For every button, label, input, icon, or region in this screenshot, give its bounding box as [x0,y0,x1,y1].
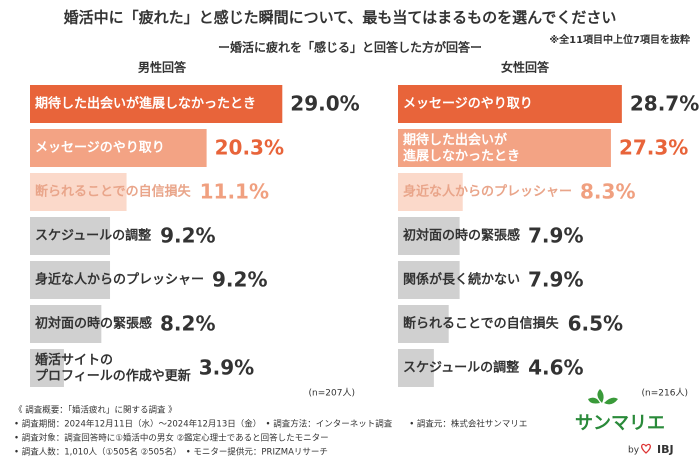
value-label: 27.3% [619,136,688,160]
logo-by: by [628,446,640,456]
bar [398,85,622,123]
bar [30,173,127,211]
bar [398,305,449,343]
logo-name: サンマリエ [575,413,665,434]
footer-line: • 調査期間：2024年12月11日（水）〜2024年12月13日（金） • 調… [14,419,527,430]
category-label: 初対面の時の緊張感 [35,316,152,332]
category-label: メッセージのやり取り [403,97,533,112]
category-label: 断られることでの自信損失 [35,184,192,200]
bar [30,349,64,387]
logo-heart [641,443,651,454]
value-label: 11.1% [200,180,269,204]
value-label: 7.9% [528,224,583,248]
bar [30,85,283,123]
footer-line: • 調査人数：1,010人（①505名 ②505名） • モニター提供元：PRI… [14,447,328,458]
value-label: 9.2% [160,224,215,248]
footer: 《 調査概要：「婚活疲れ」に関する調査 》 • 調査期間：2024年12月11日… [14,405,527,458]
bar [30,129,207,167]
sample-note: (n=216人) [642,388,688,399]
bar [398,217,460,255]
footer-line: • 調査対象：調査回答時に①婚活中の男女 ②鑑定心理士であると回答したモニター [14,433,329,444]
logo-brand: IBJ [657,443,674,456]
category-label: メッセージのやり取り [35,141,165,156]
category-label: 期待した出会いが進展しなかったとき [403,132,520,164]
value-label: 29.0% [290,92,359,116]
category-label: スケジュールの調整 [35,228,152,244]
value-label: 6.5% [568,312,623,336]
subtitle: ー婚活に疲れを「感じる」と回答した方が回答ー [218,40,482,55]
logo-leaf [588,389,618,405]
category-label: 期待した出会いが進展しなかったとき [35,96,256,112]
bar [398,349,434,387]
category-label: 断られることでの自信損失 [403,316,560,332]
value-label: 28.7% [630,92,699,116]
category-label: 身近な人からのプレッシャー [403,184,572,200]
logo: サンマリエ by IBJ [575,389,674,456]
value-label: 8.3% [580,180,635,204]
value-label: 8.2% [160,312,215,336]
bar [398,129,611,167]
bar [30,217,111,255]
value-label: 3.9% [199,356,254,380]
bar [30,305,102,343]
category-label: 婚活サイトのプロフィールの作成や更新 [35,352,191,384]
category-label: スケジュールの調整 [403,360,520,376]
panel-title: 男性回答 [138,60,187,75]
panel-title: 女性回答 [501,60,550,75]
note: ※全11項目中上位7項目を抜粋 [549,33,690,46]
value-label: 7.9% [528,268,583,292]
value-label: 9.2% [212,268,267,292]
category-label: 初対面の時の緊張感 [403,228,520,244]
sample-note: (n=207人) [309,388,355,399]
bar [398,261,460,299]
bar [398,173,463,211]
title: 婚活中に「疲れた」と感じた瞬間について、最も当てはまるものを選んでください [64,9,617,27]
footer-line: 《 調査概要：「婚活疲れ」に関する調査 》 [14,405,177,416]
bar [30,261,111,299]
category-label: 身近な人からのプレッシャー [35,272,204,288]
category-label: 関係が長く続かない [403,272,520,288]
value-label: 4.6% [528,356,583,380]
value-label: 20.3% [215,136,284,160]
